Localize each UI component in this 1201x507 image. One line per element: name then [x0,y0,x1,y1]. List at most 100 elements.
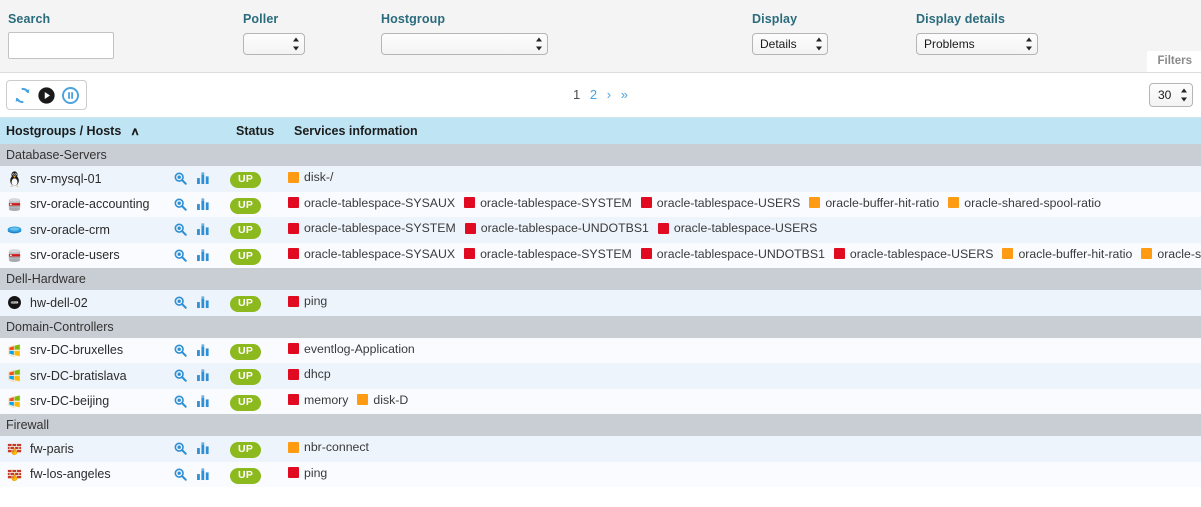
service-item[interactable]: oracle-tablespace-SYSTEM [288,221,456,235]
service-item[interactable]: memory [288,393,348,407]
bar-chart-icon[interactable] [196,368,210,383]
service-item[interactable]: oracle-tablespace-SYSTEM [464,196,632,210]
host-name-link[interactable]: srv-oracle-accounting [30,197,150,212]
magnifier-icon[interactable] [173,171,188,186]
page-last-arrow-icon[interactable]: » [620,87,628,102]
magnifier-icon[interactable] [173,441,188,456]
column-header-hosts[interactable]: Hostgroups / Hosts ∧ [0,118,165,144]
bar-chart-icon[interactable] [196,394,210,409]
filter-bar: Search Poller Hostgroup Display Details … [0,0,1201,73]
table-row[interactable]: srv-oracle-accounting UP oracle-tablespac… [0,191,1201,217]
table-row[interactable]: srv-DC-bruxelles UP eventlog-Application [0,337,1201,364]
magnifier-icon[interactable] [173,467,188,482]
service-item[interactable]: ping [288,466,327,480]
status-badge: UP [230,172,262,189]
display-details-label: Display details [916,12,1006,26]
service-item[interactable]: oracle-tablespace-SYSTEM [464,247,632,261]
hostgroup-row[interactable]: Firewall [0,414,1201,436]
bar-chart-icon[interactable] [196,467,210,482]
service-item[interactable]: disk-D [357,393,408,407]
host-name-link[interactable]: srv-DC-bratislava [30,368,127,383]
magnifier-icon[interactable] [173,197,188,212]
windows-logo-icon [6,342,23,359]
host-actions-cell [165,436,230,462]
magnifier-icon[interactable] [173,295,188,310]
service-item[interactable]: oracle-shared-spool-ratio [948,196,1101,210]
hostgroup-row[interactable]: Domain-Controllers [0,315,1201,338]
bar-chart-icon[interactable] [196,248,210,263]
display-value: Details [760,37,797,51]
service-item[interactable]: oracle-tablespace-SYSAUX [288,247,455,261]
magnifier-icon[interactable] [173,248,188,263]
service-item[interactable]: dhcp [288,367,331,381]
service-name: oracle-shared-spool-ratio [964,195,1101,210]
service-item[interactable]: ping [288,294,327,308]
play-icon[interactable] [36,85,57,106]
host-name-link[interactable]: srv-DC-beijing [30,394,110,409]
bar-chart-icon[interactable] [196,441,210,456]
table-row[interactable]: fw-paris UP nbr-connect [0,436,1201,462]
pagination: 1 2 › » [0,87,1201,102]
service-name: oracle-tablespace-SYSAUX [304,195,456,210]
service-item[interactable]: oracle-tablespace-USERS [657,221,817,235]
service-item[interactable]: eventlog-Application [288,342,415,356]
host-name-link[interactable]: srv-oracle-users [30,248,120,263]
table-row[interactable]: srv-oracle-crm UP oracle-tablespace-SYSTE… [0,217,1201,243]
search-input[interactable] [8,32,114,59]
bar-chart-icon[interactable] [196,197,210,212]
display-select[interactable]: Details [752,33,828,55]
column-header-status[interactable]: Status [236,124,275,138]
hostgroup-select[interactable] [381,33,548,55]
service-state-square [288,441,299,453]
bar-chart-icon[interactable] [196,343,210,358]
oracle-database-icon [6,196,23,213]
bar-chart-icon[interactable] [196,222,210,237]
display-details-select[interactable]: Problems [916,33,1038,55]
service-item[interactable]: oracle-buffer-hit-ratio [1002,247,1132,261]
host-name-link[interactable]: srv-mysql-01 [30,171,102,186]
service-item[interactable]: oracle-tablespace-UNDOTBS1 [464,221,649,235]
host-actions-cell [165,338,230,364]
bar-chart-icon[interactable] [196,171,210,186]
magnifier-icon[interactable] [173,222,188,237]
host-name-link[interactable]: fw-paris [30,441,74,456]
service-item[interactable]: oracle-tablespace-UNDOTBS1 [640,247,825,261]
service-name: ping [304,294,328,309]
hostgroup-row[interactable]: Database-Servers [0,144,1201,166]
service-item[interactable]: oracle-tablespace-USERS [640,196,800,210]
rows-per-page-select[interactable]: 30 [1149,83,1193,107]
column-header-services[interactable]: Services information [294,124,418,138]
service-item[interactable]: oracle-shared-spool-ratio [1141,247,1201,261]
host-name-link[interactable]: srv-DC-bruxelles [30,343,124,358]
page-next-arrow-icon[interactable]: › [606,87,612,102]
refresh-icon[interactable] [12,85,33,106]
service-item[interactable]: oracle-tablespace-USERS [833,247,993,261]
pause-icon[interactable] [60,85,81,106]
table-row[interactable]: srv-DC-bratislava UP dhcp [0,363,1201,389]
table-row[interactable]: srv-mysql-01 UP disk-/ [0,166,1201,192]
page-next-number[interactable]: 2 [589,87,598,102]
service-item[interactable]: oracle-buffer-hit-ratio [809,196,939,210]
filters-tab[interactable]: Filters [1147,51,1201,72]
magnifier-icon[interactable] [173,368,188,383]
table-row[interactable]: fw-los-angeles UP ping [0,461,1201,487]
service-item[interactable]: nbr-connect [288,440,369,454]
page-current[interactable]: 1 [573,87,581,102]
host-name-link[interactable]: fw-los-angeles [30,467,111,482]
magnifier-icon[interactable] [173,343,188,358]
service-item[interactable]: oracle-tablespace-SYSAUX [288,196,455,210]
services-cell: ping [288,290,1201,316]
oracle-database-icon [6,247,23,264]
hostgroup-row[interactable]: Dell-Hardware [0,268,1201,290]
host-name-link[interactable]: hw-dell-02 [30,295,88,310]
host-name-link[interactable]: srv-oracle-crm [30,222,110,237]
service-item[interactable]: disk-/ [288,170,333,184]
table-row[interactable]: DELL hw-dell-02 UP ping [0,290,1201,316]
table-row[interactable]: srv-DC-beijing UP memory disk-D [0,388,1201,414]
sort-asc-icon[interactable]: ∧ [130,126,141,138]
table-row[interactable]: srv-oracle-users UP oracle-tablespace-SYS… [0,242,1201,268]
magnifier-icon[interactable] [173,394,188,409]
poller-select[interactable] [243,33,305,55]
service-name: disk-/ [304,170,334,185]
bar-chart-icon[interactable] [196,295,210,310]
